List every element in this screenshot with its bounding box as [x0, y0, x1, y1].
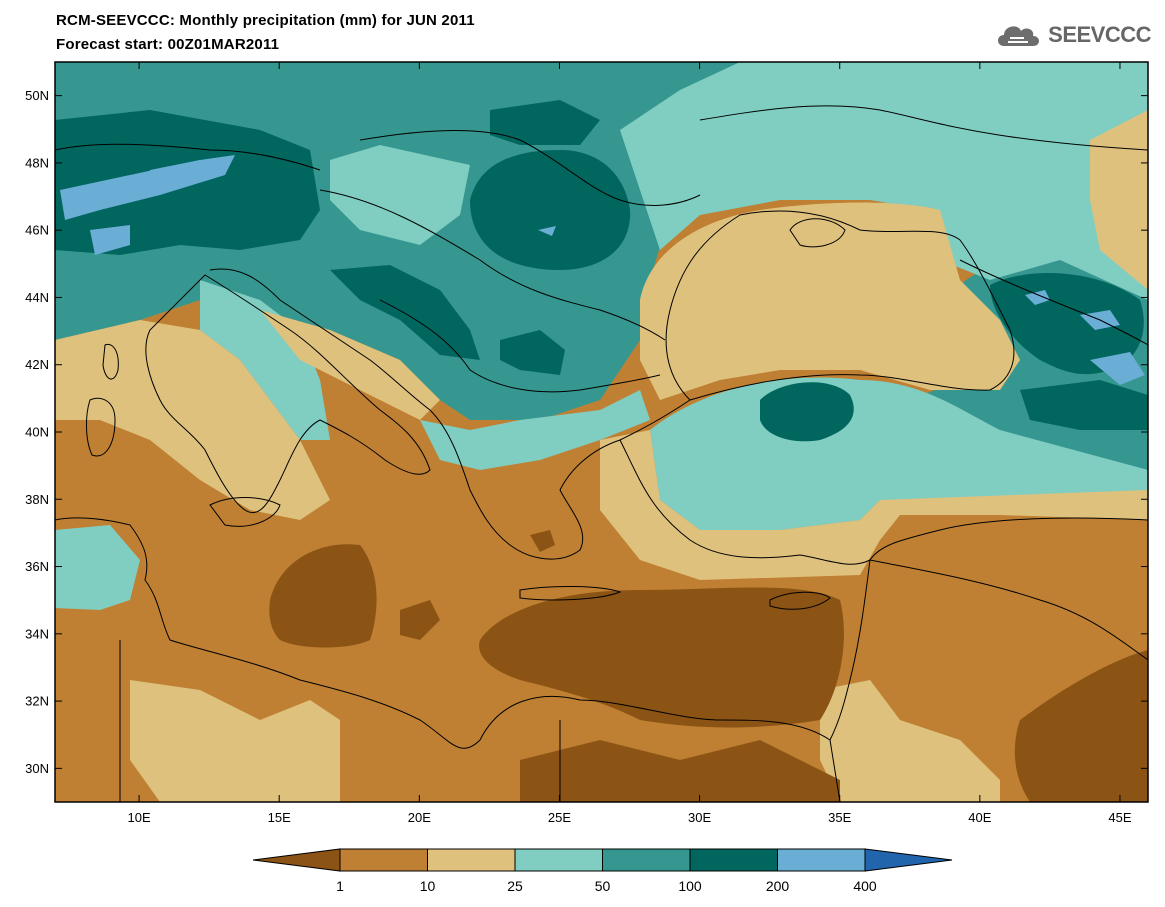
lat-tick-label: 46N — [25, 223, 49, 238]
colorbar-swatch — [514, 848, 603, 872]
black-sea-coast — [665, 210, 1015, 401]
map-title: RCM-SEEVCCC: Monthly precipitation (mm) … — [56, 12, 475, 29]
longitude-axis: 10E 15E 20E 25E 30E 35E 40E 45E — [128, 62, 1132, 825]
field-100-200-anatolia — [760, 382, 854, 442]
lat-tick-label: 36N — [25, 559, 49, 574]
forecast-start-label: Forecast start: 00Z01MAR2011 — [56, 36, 280, 53]
field-10-25-levant — [820, 680, 1000, 802]
colorbar-label: 25 — [507, 878, 523, 894]
seevccc-logo: SEEVCCC — [994, 20, 1151, 50]
colorbar-label: 200 — [766, 878, 790, 894]
field-0-1-ionian — [400, 600, 440, 640]
colorbar-label: 50 — [595, 878, 611, 894]
colorbar-label: 400 — [853, 878, 877, 894]
north-africa-coast — [55, 517, 831, 749]
field-100-200-balkans-south — [500, 330, 565, 375]
colorbar-swatch — [339, 848, 428, 872]
field-200-400-carpathians — [538, 226, 556, 236]
field-25-50-tunisia — [55, 525, 140, 610]
lat-tick-label: 34N — [25, 626, 49, 641]
colorbar-swatch-max — [864, 848, 953, 872]
lat-tick-label: 38N — [25, 492, 49, 507]
caucasus-border — [959, 259, 1148, 346]
field-25-50-ukraine — [620, 62, 1148, 300]
field-10-25-italy — [55, 320, 330, 520]
field-100-200-north-carpathians — [490, 100, 600, 145]
field-25-50-greece — [420, 390, 650, 470]
colorbar-label: 100 — [678, 878, 702, 894]
italy-coast — [145, 274, 431, 513]
lat-tick-label: 50N — [25, 88, 49, 103]
field-0-1-central-med — [269, 544, 377, 648]
lon-tick-label: 10E — [128, 810, 151, 825]
colorbar-swatch — [602, 848, 691, 872]
lon-tick-label: 20E — [408, 810, 431, 825]
field-25-50-pannonia — [330, 145, 470, 245]
colorbar-label: 1 — [336, 878, 344, 894]
egypt-border — [559, 720, 841, 802]
field-200-400-caucasus-c — [1090, 352, 1145, 385]
coastlines-and-borders — [55, 105, 1148, 802]
lon-tick-label: 40E — [968, 810, 991, 825]
field-0-1-arabia — [1014, 650, 1148, 802]
corsica — [102, 343, 119, 380]
precipitation-fields — [55, 62, 1148, 802]
field-10-25-caucasus-south — [1090, 110, 1148, 290]
lon-tick-label: 30E — [688, 810, 711, 825]
lat-tick-label: 30N — [25, 761, 49, 776]
colorbar-legend: 1 10 25 50 100 200 400 — [252, 848, 953, 894]
lat-tick-label: 32N — [25, 694, 49, 709]
field-100-200-balkans — [330, 265, 480, 360]
lat-tick-label: 48N — [25, 155, 49, 170]
lat-tick-label: 42N — [25, 357, 49, 372]
lat-tick-label: 40N — [25, 425, 49, 440]
sardinia — [86, 397, 116, 457]
logo-text: SEEVCCC — [1048, 22, 1151, 47]
balkan-border — [379, 299, 661, 393]
field-0-1-aegean-island — [530, 530, 555, 552]
colorbar-swatch — [777, 848, 866, 872]
carpathian-border — [359, 130, 701, 206]
adriatic-coast — [209, 268, 431, 411]
colorbar-swatch — [689, 848, 778, 872]
cloud-logo-icon — [998, 26, 1040, 46]
field-25-50-italy — [200, 280, 330, 440]
field-0-1-egypt — [520, 740, 840, 802]
field-200-400-central-europe — [150, 160, 205, 185]
field-0-1-east-med — [479, 587, 844, 728]
alps-border — [55, 143, 321, 171]
lon-tick-label: 45E — [1108, 810, 1131, 825]
ukraine-border — [699, 105, 1148, 151]
colorbar-swatch-min — [252, 848, 341, 872]
colorbar-label: 10 — [420, 878, 436, 894]
sicily — [209, 497, 281, 527]
latitude-axis: 50N 48N 46N 44N 42N 40N 38N 36N 34N 32N 30N — [25, 88, 1148, 776]
field-10-25-libya — [130, 680, 340, 802]
field-10-25-black-sea — [640, 202, 1020, 400]
lon-tick-label: 35E — [828, 810, 851, 825]
danube-border — [319, 189, 666, 341]
lon-tick-label: 15E — [268, 810, 291, 825]
field-200-400-caucasus-a — [1025, 290, 1050, 305]
field-200-400-alps-small — [90, 225, 130, 255]
field-100-200-carpathians — [470, 150, 631, 270]
crimea — [789, 218, 846, 248]
field-100-200-georgia — [1020, 380, 1148, 430]
syria-iraq-border — [869, 559, 1148, 661]
field-10-25-aegean — [600, 430, 1148, 580]
colorbar-swatch — [427, 848, 516, 872]
lon-tick-label: 25E — [548, 810, 571, 825]
field-10-25-adriatic — [260, 310, 440, 420]
lat-tick-label: 44N — [25, 290, 49, 305]
crete — [519, 585, 622, 601]
greece-coast — [429, 399, 691, 560]
turkey-south-coast — [619, 439, 1148, 565]
cyprus — [769, 591, 831, 610]
levant-coast — [829, 559, 871, 741]
